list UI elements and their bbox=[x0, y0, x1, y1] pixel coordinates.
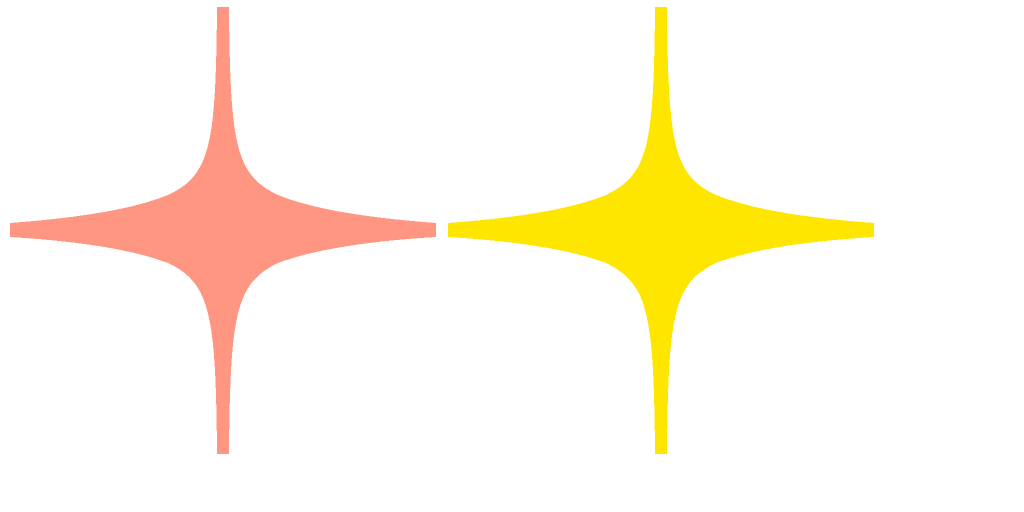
salmon-sparkle-icon bbox=[10, 7, 436, 454]
sparkle-shape bbox=[10, 7, 436, 454]
yellow-sparkle-icon bbox=[448, 7, 874, 454]
sparkle-shape bbox=[448, 7, 874, 454]
